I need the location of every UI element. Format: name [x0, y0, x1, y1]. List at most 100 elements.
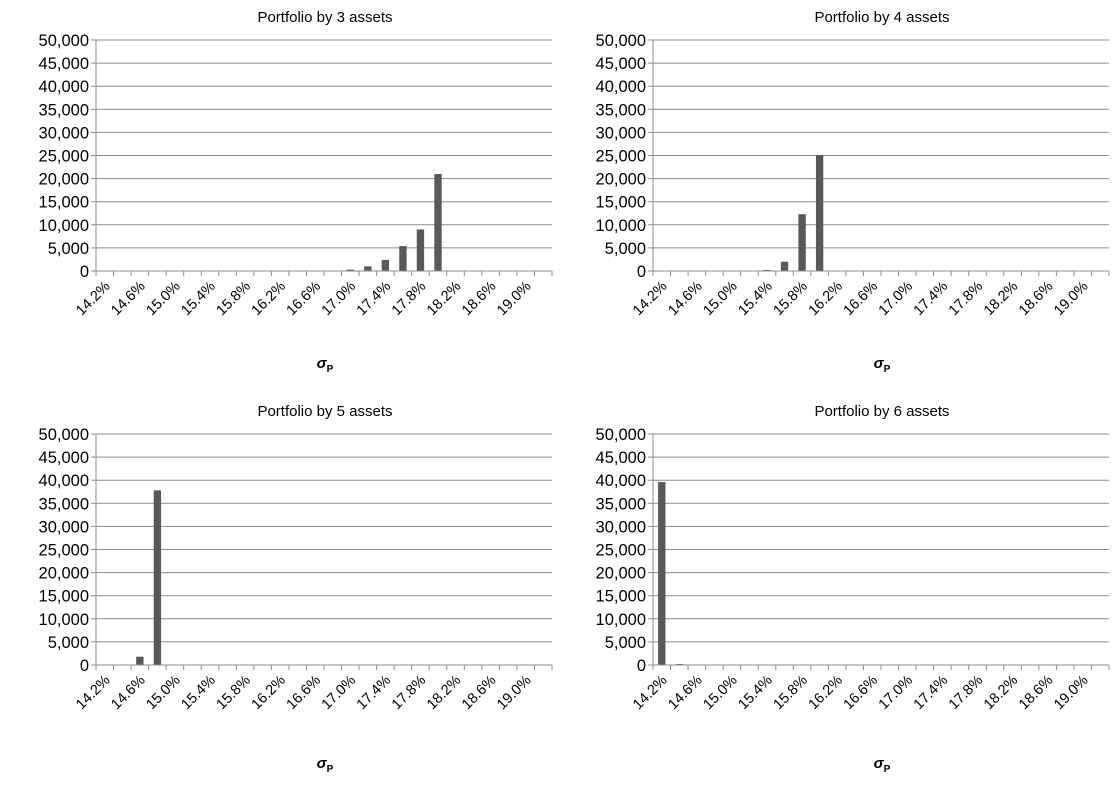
y-tick-label: 10,000	[39, 217, 89, 235]
bar-17.4%	[381, 259, 390, 271]
x-axis-label-symbol: σ	[874, 355, 885, 372]
y-tick-label: 45,000	[39, 449, 89, 467]
x-tick-label: 15.8%	[771, 278, 811, 318]
x-tick-label: 18.6%	[1016, 672, 1056, 712]
y-tick-label: 5,000	[48, 634, 89, 652]
bar-14.2%	[658, 482, 666, 665]
bar-14.6%	[136, 656, 144, 665]
y-tick-label: 5,000	[605, 634, 646, 652]
y-tick-label: 40,000	[596, 78, 646, 96]
y-tick-label: 40,000	[39, 78, 89, 96]
x-tick-label: 19.0%	[494, 672, 534, 712]
x-tick-label: 17.8%	[946, 672, 986, 712]
y-tick-label: 30,000	[39, 518, 89, 536]
x-tick-label: 17.8%	[389, 672, 429, 712]
x-tick-label: 18.2%	[981, 278, 1021, 318]
y-tick-label: 0	[637, 657, 646, 675]
chart-svg: 0 5,000 10,000 15,000 20,000 25,000 30,000 35,0…	[596, 403, 1110, 775]
x-tick-label: 18.2%	[981, 672, 1021, 712]
x-tick-label: 17.4%	[911, 672, 951, 712]
x-tick-label: 16.6%	[841, 672, 881, 712]
y-tick-label: 25,000	[596, 148, 646, 166]
x-tick-label: 18.2%	[424, 278, 464, 318]
y-tick-label: 0	[637, 263, 646, 281]
x-axis-label-subscript: P	[327, 764, 334, 775]
y-tick-label: 45,000	[596, 55, 646, 73]
y-tick-label: 20,000	[39, 565, 89, 583]
bar-15.8%	[798, 214, 806, 271]
x-tick-label: 14.6%	[665, 278, 705, 318]
x-tick-label: 14.6%	[108, 672, 148, 712]
x-tick-label: 18.6%	[459, 672, 499, 712]
x-tick-label: 18.2%	[424, 672, 464, 712]
x-tick-label: 19.0%	[1051, 672, 1091, 712]
x-tick-label: 19.0%	[494, 278, 534, 318]
x-tick-label: 16.6%	[841, 278, 881, 318]
x-tick-label: 14.6%	[108, 278, 148, 318]
x-tick-label: 16.2%	[806, 278, 846, 318]
x-tick-label: 18.6%	[1016, 278, 1056, 318]
bar-16.0%	[815, 155, 824, 271]
y-tick-label: 45,000	[39, 55, 89, 73]
y-tick-label: 15,000	[39, 194, 89, 212]
chart-panel-3-assets: 0 5,000 10,000 15,000 20,000 25,000 30,000 35,0…	[0, 0, 556, 394]
y-tick-label: 50,000	[39, 426, 89, 444]
y-tick-label: 25,000	[39, 542, 89, 560]
x-axis-label-symbol: σ	[317, 755, 328, 772]
x-tick-label: 14.2%	[630, 278, 670, 318]
x-tick-label: 14.2%	[73, 278, 113, 318]
chart-svg: 0 5,000 10,000 15,000 20,000 25,000 30,000 35,0…	[39, 403, 553, 775]
y-tick-label: 20,000	[39, 171, 89, 189]
y-tick-label: 15,000	[596, 588, 646, 606]
chart-title: Portfolio by 3 assets	[257, 9, 392, 26]
chart-panel-5-assets: 0 5,000 10,000 15,000 20,000 25,000 30,000 35,0…	[0, 394, 556, 788]
x-tick-label: 17.0%	[319, 672, 359, 712]
x-tick-label: 17.8%	[946, 278, 986, 318]
x-axis-label-symbol: σ	[874, 755, 885, 772]
chart-title: Portfolio by 5 assets	[257, 403, 392, 420]
y-tick-label: 20,000	[596, 565, 646, 583]
bar-18.0%	[434, 173, 442, 271]
x-tick-label: 15.0%	[143, 278, 183, 318]
bar-17.8%	[416, 229, 425, 271]
x-tick-label: 14.2%	[630, 672, 670, 712]
bar-15.6%	[780, 261, 789, 271]
x-tick-label: 15.4%	[735, 672, 775, 712]
y-tick-label: 10,000	[596, 611, 646, 629]
x-tick-label: 17.0%	[876, 672, 916, 712]
y-tick-label: 25,000	[596, 542, 646, 560]
x-tick-label: 16.2%	[806, 672, 846, 712]
x-tick-label: 15.4%	[178, 278, 218, 318]
x-tick-label: 17.4%	[354, 278, 394, 318]
x-tick-label: 15.8%	[214, 672, 254, 712]
y-tick-label: 45,000	[596, 449, 646, 467]
y-tick-label: 30,000	[39, 124, 89, 142]
y-tick-label: 50,000	[596, 426, 646, 444]
y-tick-label: 10,000	[39, 611, 89, 629]
y-tick-label: 35,000	[39, 495, 89, 513]
x-tick-label: 18.6%	[459, 278, 499, 318]
bar-17.6%	[399, 246, 407, 271]
x-tick-label: 14.6%	[665, 672, 705, 712]
x-tick-label: 15.0%	[700, 278, 740, 318]
bar-14.8%	[153, 490, 162, 665]
y-tick-label: 30,000	[596, 518, 646, 536]
x-tick-label: 15.8%	[771, 672, 811, 712]
x-tick-label: 17.4%	[911, 278, 951, 318]
x-tick-label: 19.0%	[1051, 278, 1091, 318]
y-tick-label: 40,000	[39, 472, 89, 490]
chart-title: Portfolio by 6 assets	[814, 403, 949, 420]
chart-panel-6-assets: 0 5,000 10,000 15,000 20,000 25,000 30,000 35,0…	[557, 394, 1113, 788]
x-axis-label-subscript: P	[884, 764, 891, 775]
y-tick-label: 15,000	[596, 194, 646, 212]
y-tick-label: 35,000	[596, 495, 646, 513]
x-tick-label: 17.8%	[389, 278, 429, 318]
x-axis-label: σP	[317, 355, 334, 375]
x-axis-label-subscript: P	[327, 364, 334, 375]
x-tick-label: 17.0%	[876, 278, 916, 318]
x-tick-label: 16.6%	[284, 672, 324, 712]
y-tick-label: 30,000	[596, 124, 646, 142]
x-axis-label-subscript: P	[884, 364, 891, 375]
bar-17.0%	[346, 269, 354, 271]
y-tick-label: 25,000	[39, 148, 89, 166]
